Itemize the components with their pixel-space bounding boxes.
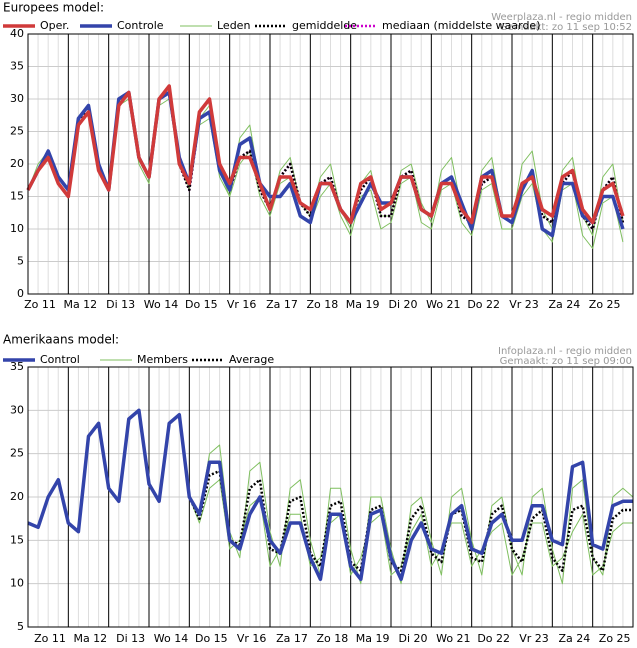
x-tick-label: Do 15: [195, 632, 228, 645]
legend-label: mediaan (middelste waarde): [382, 19, 540, 32]
y-tick-label: 20: [10, 490, 24, 503]
x-tick-label: Vr 16: [237, 632, 267, 645]
legend-label: Control: [40, 353, 80, 366]
chart-title: Europees model:: [3, 1, 104, 15]
x-tick-label: Za 17: [276, 632, 308, 645]
x-tick-label: Zo 11: [34, 632, 66, 645]
y-tick-label: 40: [10, 27, 24, 40]
y-tick-label: 35: [10, 60, 24, 73]
x-tick-label: Di 13: [116, 632, 145, 645]
y-tick-label: 5: [17, 620, 24, 633]
legend-label: Members: [137, 353, 188, 366]
x-tick-label: Vr 23: [509, 298, 539, 311]
plot-frame: [27, 366, 634, 628]
y-tick-label: 30: [10, 403, 24, 416]
source: Weerplaza.nl - regio midden: [491, 12, 632, 23]
made: Gemaakt: zo 11 sep 09:00: [500, 356, 632, 367]
x-tick-label: Do 15: [185, 298, 218, 311]
x-tick-label: Wo 21: [436, 632, 470, 645]
x-tick-label: Zo 11: [24, 298, 56, 311]
chart-title: Amerikaans model:: [3, 333, 119, 347]
member-line: [27, 98, 624, 249]
x-tick-label: Zo 18: [306, 298, 338, 311]
series-line: [26, 84, 625, 225]
source: Infoplaza.nl - regio midden: [498, 346, 632, 357]
x-tick-label: Wo 14: [144, 298, 178, 311]
x-tick-label: Vr 23: [519, 632, 549, 645]
y-tick-label: 15: [10, 190, 24, 203]
legend-label: Oper.: [40, 19, 69, 32]
series-line: [27, 408, 633, 582]
x-tick-label: Di 20: [388, 298, 417, 311]
y-tick-label: 15: [10, 533, 24, 546]
y-tick-label: 30: [10, 92, 24, 105]
x-tick-label: Zo 25: [589, 298, 621, 311]
plot-frame: [27, 33, 634, 295]
legend-label: gemiddelde: [292, 19, 357, 32]
y-tick-label: 10: [10, 577, 24, 590]
x-tick-label: Ma 19: [356, 632, 390, 645]
x-tick-label: Za 17: [266, 298, 298, 311]
legend-label: Controle: [117, 19, 164, 32]
x-tick-label: Ma 12: [73, 632, 107, 645]
y-tick-label: 35: [10, 360, 24, 373]
x-tick-label: Za 24: [548, 298, 580, 311]
x-tick-label: Di 20: [398, 632, 427, 645]
x-tick-label: Wo 21: [426, 298, 460, 311]
y-tick-label: 10: [10, 222, 24, 235]
x-tick-label: Wo 14: [154, 632, 188, 645]
x-tick-label: Do 22: [467, 298, 500, 311]
x-tick-label: Do 22: [477, 632, 510, 645]
x-tick-label: Ma 19: [346, 298, 380, 311]
x-tick-label: Zo 25: [599, 632, 631, 645]
x-tick-label: Di 13: [106, 298, 135, 311]
x-tick-label: Za 24: [558, 632, 590, 645]
x-tick-label: Zo 18: [316, 632, 348, 645]
y-tick-label: 20: [10, 157, 24, 170]
y-tick-label: 5: [17, 255, 24, 268]
y-tick-label: 0: [17, 287, 24, 300]
x-tick-label: Vr 16: [227, 298, 257, 311]
legend-label: Leden: [217, 19, 250, 32]
made: Gemaakt: zo 11 sep 10:52: [500, 22, 632, 33]
legend-label: Average: [229, 353, 274, 366]
y-tick-label: 25: [10, 125, 24, 138]
y-tick-label: 25: [10, 447, 24, 460]
x-tick-label: Ma 12: [63, 298, 97, 311]
